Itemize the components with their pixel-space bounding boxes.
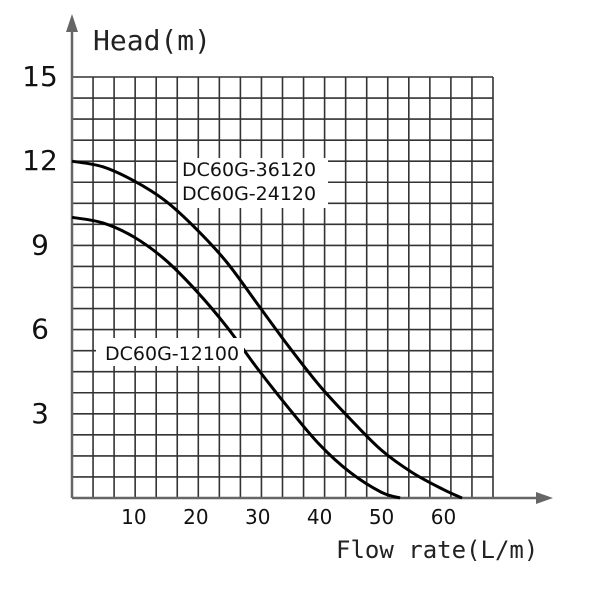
axes	[66, 14, 553, 504]
x-tick-label: 60	[431, 505, 456, 529]
y-tick-label: 15	[22, 60, 58, 93]
x-tick-label: 10	[121, 505, 146, 529]
series-label-background	[96, 338, 244, 366]
series-line-0	[71, 159, 463, 500]
series-label-background	[178, 158, 328, 208]
y-tick-label: 3	[31, 397, 49, 430]
y-tick-label: 6	[31, 313, 49, 346]
x-tick-label: 30	[245, 505, 270, 529]
y-tick-label: 9	[31, 228, 49, 261]
series-label: DC60G-12100	[105, 343, 239, 365]
series-label: DC60G-24120	[182, 183, 316, 205]
y-tick-label: 12	[22, 144, 58, 177]
y-axis-arrow-icon	[66, 14, 78, 32]
series-label: DC60G-36120	[182, 159, 316, 181]
x-axis-title: Flow rate(L/m)	[336, 536, 538, 564]
y-axis-title: Head(m)	[93, 24, 211, 57]
x-tick-label: 40	[307, 505, 332, 529]
x-axis-arrow-icon	[536, 492, 553, 504]
x-tick-label: 50	[369, 505, 394, 529]
grid	[71, 76, 494, 499]
x-tick-label: 20	[183, 505, 208, 529]
labels: 3 6 9 12 15 10 20 30 40 50 60 Head(m) Flow rate(L/m)…	[22, 24, 538, 564]
